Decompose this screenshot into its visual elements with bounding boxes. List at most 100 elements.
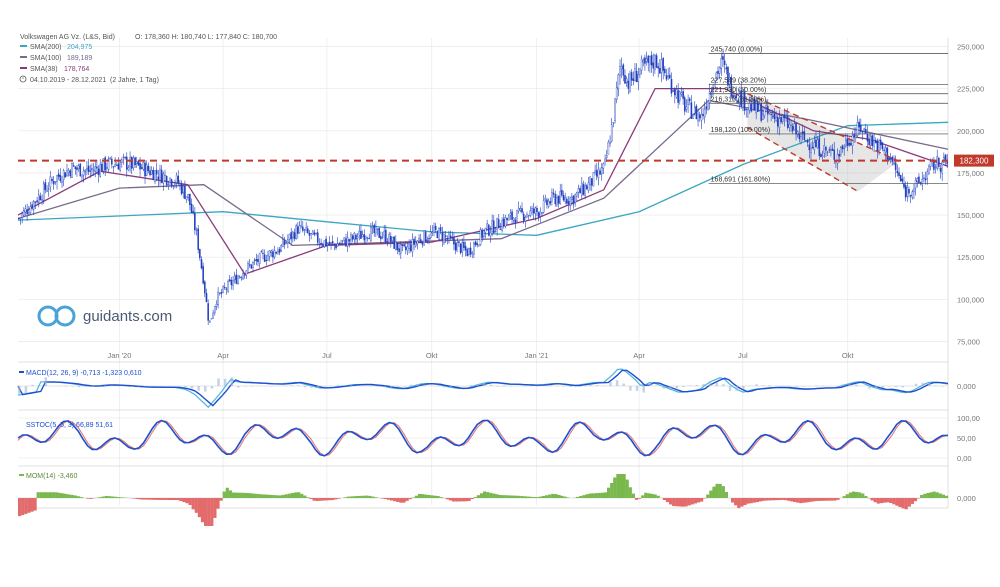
candle-body [561, 189, 563, 196]
candle-body [408, 244, 410, 249]
macd-histogram-bar [476, 384, 479, 386]
candle-body [614, 98, 616, 122]
momentum-bar [188, 498, 192, 506]
candle-body [860, 124, 862, 132]
momentum-bar [328, 498, 332, 501]
macd-histogram-bar [762, 385, 765, 386]
candle-body [840, 147, 842, 155]
momentum-bar [114, 496, 118, 498]
candle-body [210, 318, 213, 320]
candle-body [846, 138, 849, 146]
candle-body [531, 208, 533, 213]
candle-body [874, 140, 877, 144]
macd-histogram-bar [768, 385, 772, 386]
momentum-bar [848, 492, 852, 498]
candle-body [919, 182, 922, 184]
momentum-bar [858, 492, 862, 498]
candle-body [373, 224, 376, 233]
momentum-bar [18, 498, 22, 517]
momentum-bar [207, 498, 211, 526]
candle-body [215, 303, 218, 307]
candle-body [549, 201, 552, 204]
candle-body [366, 237, 369, 239]
stoch-tick-label: 0,00 [957, 454, 972, 463]
y-tick-label: 75,000 [957, 338, 980, 347]
candle-body [604, 158, 606, 162]
momentum-bar [758, 498, 763, 502]
momentum-bar [445, 498, 449, 500]
x-tick-label: Okt [842, 351, 855, 360]
candle-body [695, 105, 698, 120]
momentum-bar [864, 496, 868, 498]
candle-body [619, 66, 621, 76]
momentum-bar [200, 498, 205, 523]
candle-body [393, 236, 395, 249]
macd-histogram-bar [921, 382, 924, 386]
momentum-bar [594, 493, 598, 498]
candle-body [400, 244, 402, 254]
candle-body [288, 233, 291, 240]
candle-body [71, 163, 73, 178]
candle-body [620, 66, 623, 70]
momentum-bar [411, 497, 415, 498]
sma-line-sma200 [17, 121, 949, 236]
momentum-bar [607, 487, 611, 498]
candle-body [311, 230, 314, 235]
mom-panel: MOM(14) -3,460 0,000 [18, 473, 976, 526]
candle-body [659, 67, 661, 74]
momentum-bar [247, 493, 251, 498]
momentum-bar [901, 498, 905, 509]
momentum-bar [166, 498, 170, 500]
candle-body [801, 131, 804, 134]
candle-body [336, 243, 339, 247]
momentum-bar [476, 495, 480, 498]
candle-body [612, 122, 615, 124]
momentum-bar [334, 498, 338, 500]
candle-body [884, 147, 887, 153]
momentum-bar [836, 498, 840, 500]
candle-body [522, 213, 525, 221]
candle-body [669, 74, 671, 79]
candle-body [938, 157, 940, 167]
candle-body [308, 232, 311, 236]
candle-body [160, 169, 163, 183]
momentum-bar [752, 498, 756, 503]
macd-histogram-bar [742, 386, 745, 389]
momentum-bar [179, 498, 183, 502]
momentum-bar [879, 498, 883, 504]
candle-body [868, 139, 870, 146]
momentum-bar [393, 498, 397, 502]
candle-body [101, 164, 103, 172]
candle-body [541, 212, 543, 214]
mom-label: MOM(14) -3,460 [26, 473, 77, 480]
candle-body [610, 124, 613, 142]
candle-body [28, 212, 30, 215]
candle-body [458, 241, 460, 244]
momentum-bar [517, 495, 521, 498]
macd-histogram-bar [184, 386, 187, 388]
momentum-bar [197, 498, 201, 518]
candle-body [552, 192, 555, 195]
macd-histogram-bar [595, 385, 599, 386]
candle-body [501, 220, 503, 231]
candle-body [414, 241, 417, 247]
momentum-bar [148, 498, 152, 500]
candle-body [298, 225, 301, 233]
candle-body [388, 234, 390, 243]
candle-body [869, 135, 872, 146]
candle-body [228, 279, 231, 282]
candle-body [544, 197, 547, 201]
macd-histogram-bar [350, 385, 353, 386]
candle-body [527, 215, 530, 217]
momentum-bar [213, 498, 217, 518]
momentum-bar [855, 491, 859, 498]
momentum-bar [297, 492, 301, 498]
macd-signal-line [17, 368, 949, 409]
candle-body [365, 236, 367, 239]
candle-body [428, 238, 430, 240]
candle-body [275, 251, 278, 254]
momentum-bar [321, 498, 325, 501]
momentum-bar [644, 492, 648, 498]
macd-histogram-bar [204, 386, 207, 392]
momentum-bar [892, 498, 896, 505]
